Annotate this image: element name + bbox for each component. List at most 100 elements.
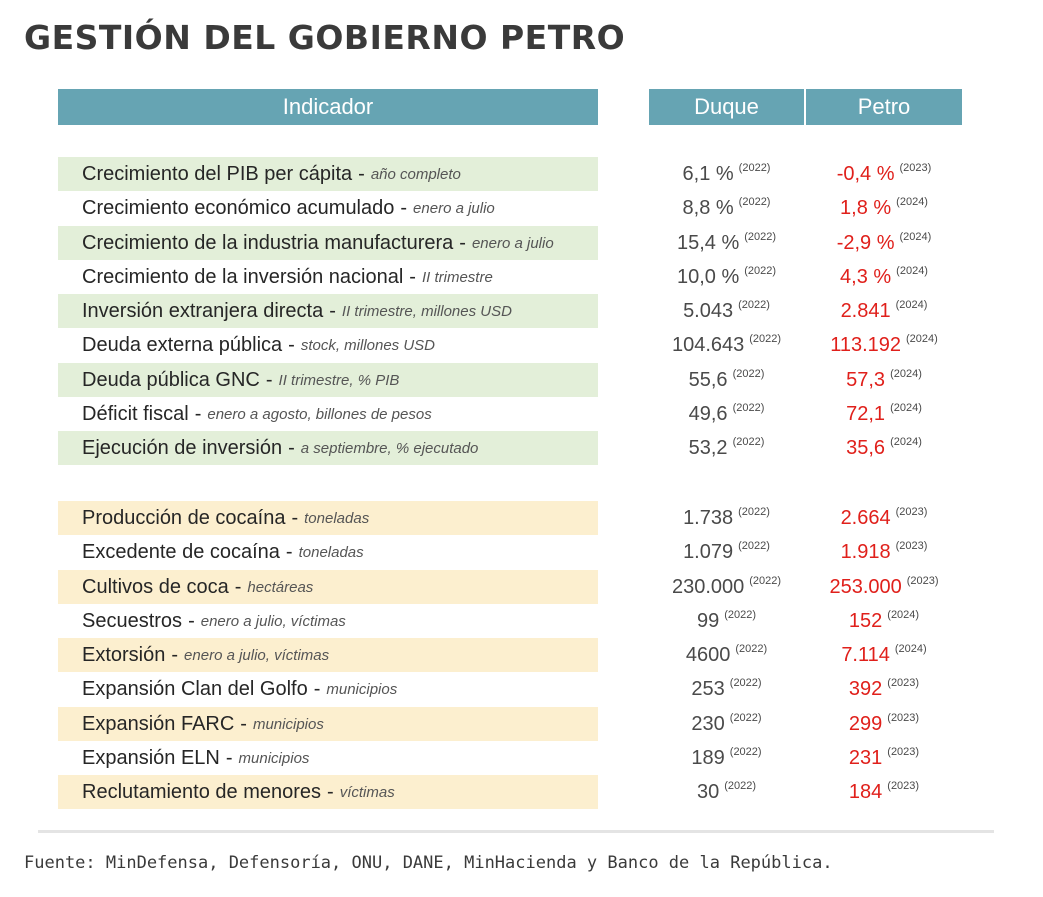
- separator: -: [285, 540, 293, 563]
- duque-year: (2022): [749, 333, 782, 345]
- petro-value-cell: 7.114 (2024): [806, 638, 962, 672]
- table-row: Reclutamiento de menores - víctimas: [58, 775, 598, 809]
- petro-value-cell: -2,9 % (2024): [806, 226, 962, 260]
- indicator-note: toneladas: [298, 543, 364, 561]
- table-row: Crecimiento económico acumulado - enero a …: [58, 191, 598, 225]
- duque-value: 1.079: [683, 540, 734, 563]
- indicator-label: Extorsión: [82, 643, 166, 666]
- duque-value-cell: 30 (2022): [649, 775, 804, 809]
- table-row: Expansión ELN - municipios: [58, 741, 598, 775]
- duque-year: (2022): [738, 196, 771, 208]
- petro-value: 1.918: [840, 540, 891, 563]
- duque-value-cell: 189 (2022): [649, 741, 804, 775]
- separator: -: [240, 712, 247, 735]
- separator: -: [329, 299, 336, 322]
- petro-value-cell: 1,8 % (2024): [806, 191, 962, 225]
- table-row: Déficit fiscal - enero a agosto, billones …: [58, 397, 598, 431]
- table-row: Crecimiento de la inversión nacional - II …: [58, 260, 598, 294]
- duque-year: (2022): [738, 162, 771, 174]
- separator: -: [459, 231, 466, 254]
- indicator-label: Expansión FARC: [82, 712, 235, 735]
- indicator-label: Producción de cocaína: [82, 506, 286, 529]
- duque-value-cell: 104.643 (2022): [649, 328, 804, 362]
- petro-value-cell: -0,4 % (2023): [806, 157, 962, 191]
- duque-value-cell: 1.079 (2022): [649, 535, 804, 569]
- petro-year: (2023): [887, 780, 920, 792]
- separator: -: [288, 333, 295, 356]
- petro-value-cell: 35,6 (2024): [806, 431, 962, 465]
- petro-value-cell: 184 (2023): [806, 775, 962, 809]
- table-row: Producción de cocaína - toneladas: [58, 501, 598, 535]
- indicator-label: Ejecución de inversión: [82, 436, 283, 459]
- petro-value: 253.000: [829, 575, 902, 598]
- separator: -: [225, 746, 233, 769]
- duque-value-cell: 230.000 (2022): [649, 570, 804, 604]
- indicator-note: a septiembre, % ejecutado: [300, 439, 479, 457]
- petro-value: 299: [848, 712, 883, 735]
- petro-value: 1,8 %: [840, 196, 892, 219]
- petro-value: 184: [848, 780, 883, 803]
- table-row: Expansión Clan del Golfo - municipios: [58, 672, 598, 706]
- petro-value: -2,9 %: [836, 231, 895, 254]
- duque-year: (2022): [738, 506, 770, 518]
- table-row: Crecimiento de la industria manufacturer…: [58, 226, 598, 260]
- indicator-label: Crecimiento económico acumulado: [82, 196, 395, 219]
- indicator-note: hectáreas: [247, 578, 314, 596]
- indicator-label: Déficit fiscal: [82, 402, 189, 425]
- petro-year: (2023): [899, 162, 932, 174]
- indicator-note: enero a julio: [413, 199, 495, 217]
- duque-value-cell: 53,2 (2022): [649, 431, 804, 465]
- duque-value: 104.643: [671, 333, 745, 356]
- duque-year: (2022): [738, 299, 770, 311]
- petro-value: 231: [848, 746, 883, 769]
- petro-value: 113.192: [830, 333, 901, 356]
- indicator-note: municipios: [252, 715, 324, 733]
- petro-year: (2024): [895, 299, 928, 311]
- petro-value: 7.114: [841, 643, 890, 666]
- duque-year: (2022): [744, 265, 777, 277]
- petro-value-cell: 72,1 (2024): [806, 397, 962, 431]
- duque-year: (2022): [729, 712, 762, 724]
- indicator-note: stock, millones USD: [300, 336, 436, 354]
- duque-value: 230: [691, 712, 725, 735]
- petro-year: (2024): [887, 609, 920, 621]
- divider: [38, 830, 994, 833]
- separator: -: [291, 506, 299, 529]
- separator: -: [171, 643, 179, 666]
- petro-year: (2023): [895, 506, 928, 518]
- duque-value: 1.738: [683, 506, 734, 529]
- separator: -: [194, 402, 202, 425]
- petro-value-cell: 253.000 (2023): [806, 570, 962, 604]
- indicator-note: II trimestre, % PIB: [278, 371, 400, 389]
- petro-value-cell: 152 (2024): [806, 604, 962, 638]
- separator: -: [327, 780, 334, 803]
- petro-year: (2023): [887, 677, 920, 689]
- duque-value: 4600: [685, 643, 731, 666]
- duque-value: 10,0 %: [676, 265, 740, 288]
- duque-value: 49,6: [688, 402, 728, 425]
- duque-value-cell: 5.043 (2022): [649, 294, 804, 328]
- duque-value: 55,6: [688, 368, 728, 391]
- petro-value: 72,1: [846, 402, 886, 425]
- duque-year: (2022): [732, 436, 765, 448]
- indicator-note: enero a agosto, billones de pesos: [207, 405, 432, 423]
- header-duque: Duque: [649, 89, 804, 125]
- duque-value-cell: 6,1 % (2022): [649, 157, 804, 191]
- table-row: Deuda pública GNC - II trimestre, % PIB: [58, 363, 598, 397]
- table-row: Inversión extranjera directa - II trimestr…: [58, 294, 598, 328]
- indicator-label: Cultivos de coca: [82, 575, 229, 598]
- indicator-note: víctimas: [339, 783, 395, 801]
- petro-value-cell: 299 (2023): [806, 707, 962, 741]
- duque-value: 8,8 %: [682, 196, 734, 219]
- table-row: Cultivos de coca - hectáreas: [58, 570, 598, 604]
- petro-value: 152: [848, 609, 883, 632]
- duque-year: (2022): [735, 643, 768, 655]
- indicator-label: Deuda pública GNC: [82, 368, 260, 391]
- indicator-note: municipios: [326, 680, 398, 698]
- duque-year: (2022): [749, 575, 782, 587]
- petro-year: (2023): [887, 746, 920, 758]
- header-petro: Petro: [806, 89, 962, 125]
- duque-value-cell: 99 (2022): [649, 604, 804, 638]
- petro-year: (2024): [899, 231, 932, 243]
- duque-value: 15,4 %: [676, 231, 740, 254]
